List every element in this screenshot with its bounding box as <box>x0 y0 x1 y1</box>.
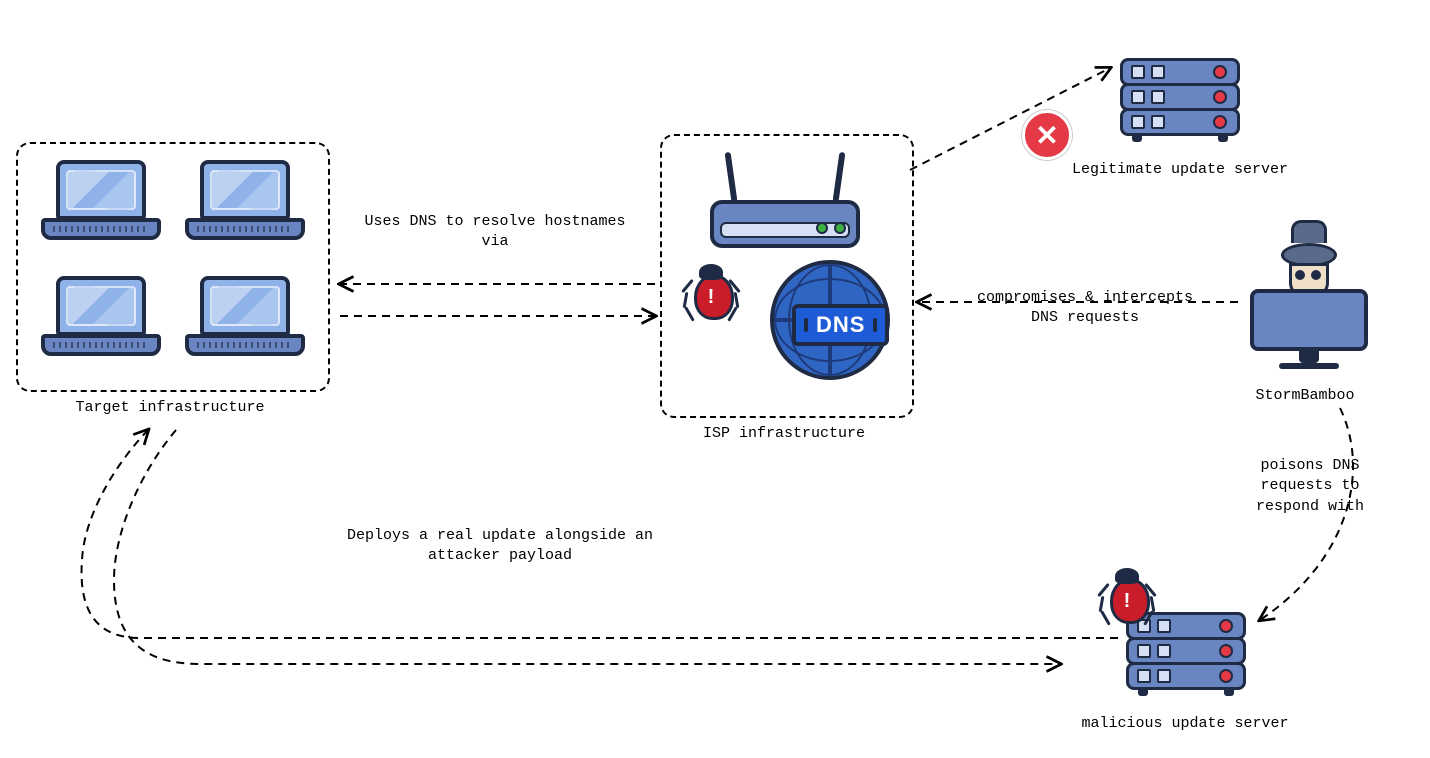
bug-icon: ! <box>1100 566 1154 620</box>
edge-label-poison: poisons DNS requests to respond with <box>1256 456 1364 517</box>
attacker-label: StormBamboo <box>1255 386 1354 406</box>
legit-label: Legitimate update server <box>1072 160 1288 180</box>
edge-label-deploy: Deploys a real update alongside an attac… <box>347 526 653 567</box>
laptop-icon <box>180 276 310 356</box>
edge-label-dns: Uses DNS to resolve hostnames via <box>364 212 625 253</box>
malicious-label: malicious update server <box>1081 714 1288 734</box>
laptop-icon <box>36 276 166 356</box>
dns-tag-icon: DNS <box>792 304 889 346</box>
isp-label: ISP infrastructure <box>703 424 865 444</box>
dns-tag-text: DNS <box>816 312 865 338</box>
edge-label-compromise: compromises & intercepts DNS requests <box>977 288 1193 329</box>
target-label: Target infrastructure <box>75 398 264 418</box>
router-icon <box>710 200 860 248</box>
attacker-icon <box>1250 252 1368 369</box>
bug-icon: ! <box>684 262 738 316</box>
diagram-stage: DNS ! ✕ ! <box>0 0 1430 758</box>
blocked-icon: ✕ <box>1022 110 1072 160</box>
server-icon <box>1120 58 1240 136</box>
laptop-icon <box>36 160 166 240</box>
laptop-icon <box>180 160 310 240</box>
